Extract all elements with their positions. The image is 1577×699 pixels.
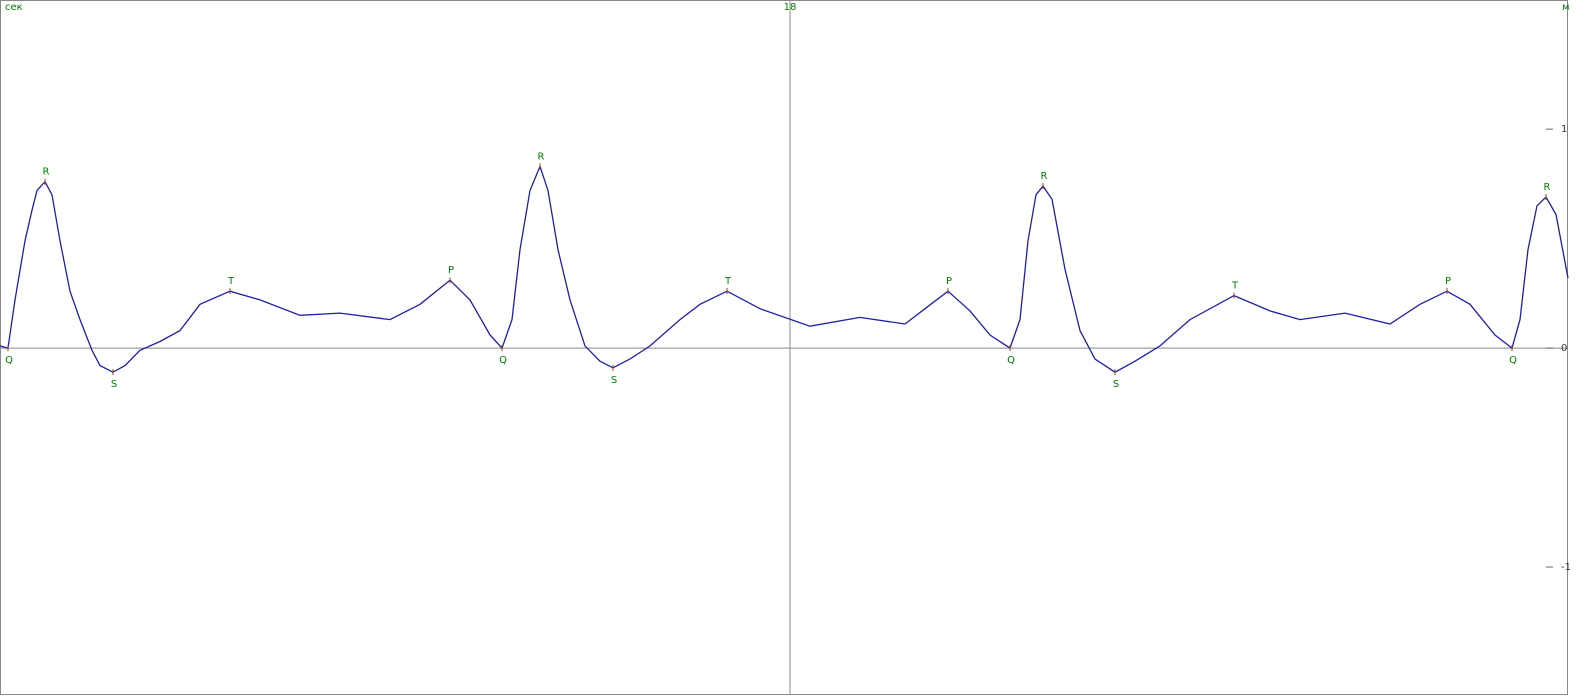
annotation-label: S [111,379,117,390]
annotation-label: P [448,265,454,276]
annotation-label: R [538,151,545,162]
ecg-line [0,164,1569,373]
annotation-label: Q [1007,355,1015,366]
annotation-label: R [43,167,50,178]
annotation-label: R [1041,171,1048,182]
annotation-label: Q [5,355,13,366]
y-axis-label: м [1562,2,1570,13]
annotation-label: P [946,276,952,287]
annotation-label: S [1113,379,1119,390]
x-tick-label: 18 [784,2,797,13]
y-tick-label: 0 [1561,343,1567,354]
annotation-label: T [1231,281,1239,292]
annotation-label: T [227,276,235,287]
x-axis-label: сек [5,2,23,13]
annotation-label: S [611,375,617,386]
y-tick-label: -1 [1561,562,1571,573]
annotation-label: P [1445,276,1451,287]
annotation-label: T [724,276,732,287]
annotation-label: Q [1509,355,1517,366]
annotation-label: Q [499,355,507,366]
annotation-label: R [1544,182,1551,193]
y-tick-label: 1 [1561,124,1567,135]
